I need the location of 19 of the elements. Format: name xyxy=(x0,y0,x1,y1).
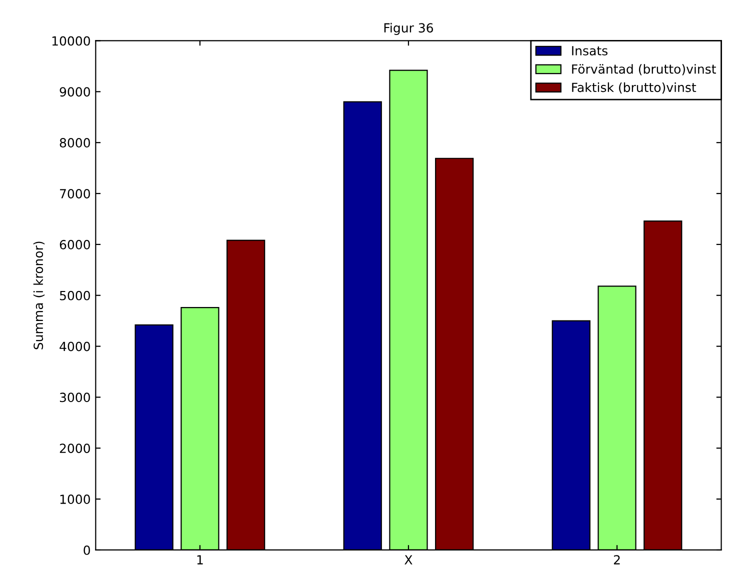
y-tick-label: 6000 xyxy=(60,240,90,250)
legend-label: Insats xyxy=(572,46,608,56)
x-tick-label: 1 xyxy=(197,555,203,564)
y-tick-label: 0 xyxy=(84,545,90,555)
y-tick-label: 5000 xyxy=(60,290,90,300)
legend-label: Förväntad (brutto)vinst xyxy=(572,64,716,76)
legend-label: Faktisk (brutto)vinst xyxy=(572,82,696,94)
x-tick-label: 2 xyxy=(614,555,620,564)
y-tick-label: 9000 xyxy=(60,87,90,97)
y-tick-label: 10000 xyxy=(52,36,90,46)
y-axis-title: Summa (i kronor) xyxy=(33,242,45,350)
y-tick-label: 8000 xyxy=(60,138,90,148)
y-tick-label: 2000 xyxy=(60,444,90,454)
chart-title: Figur 36 xyxy=(384,22,434,36)
y-tick-label: 4000 xyxy=(60,342,90,352)
y-tick-label: 3000 xyxy=(60,392,90,402)
y-tick-label: 1000 xyxy=(60,494,90,504)
y-tick-label: 7000 xyxy=(60,188,90,198)
x-tick-label: X xyxy=(404,555,412,564)
